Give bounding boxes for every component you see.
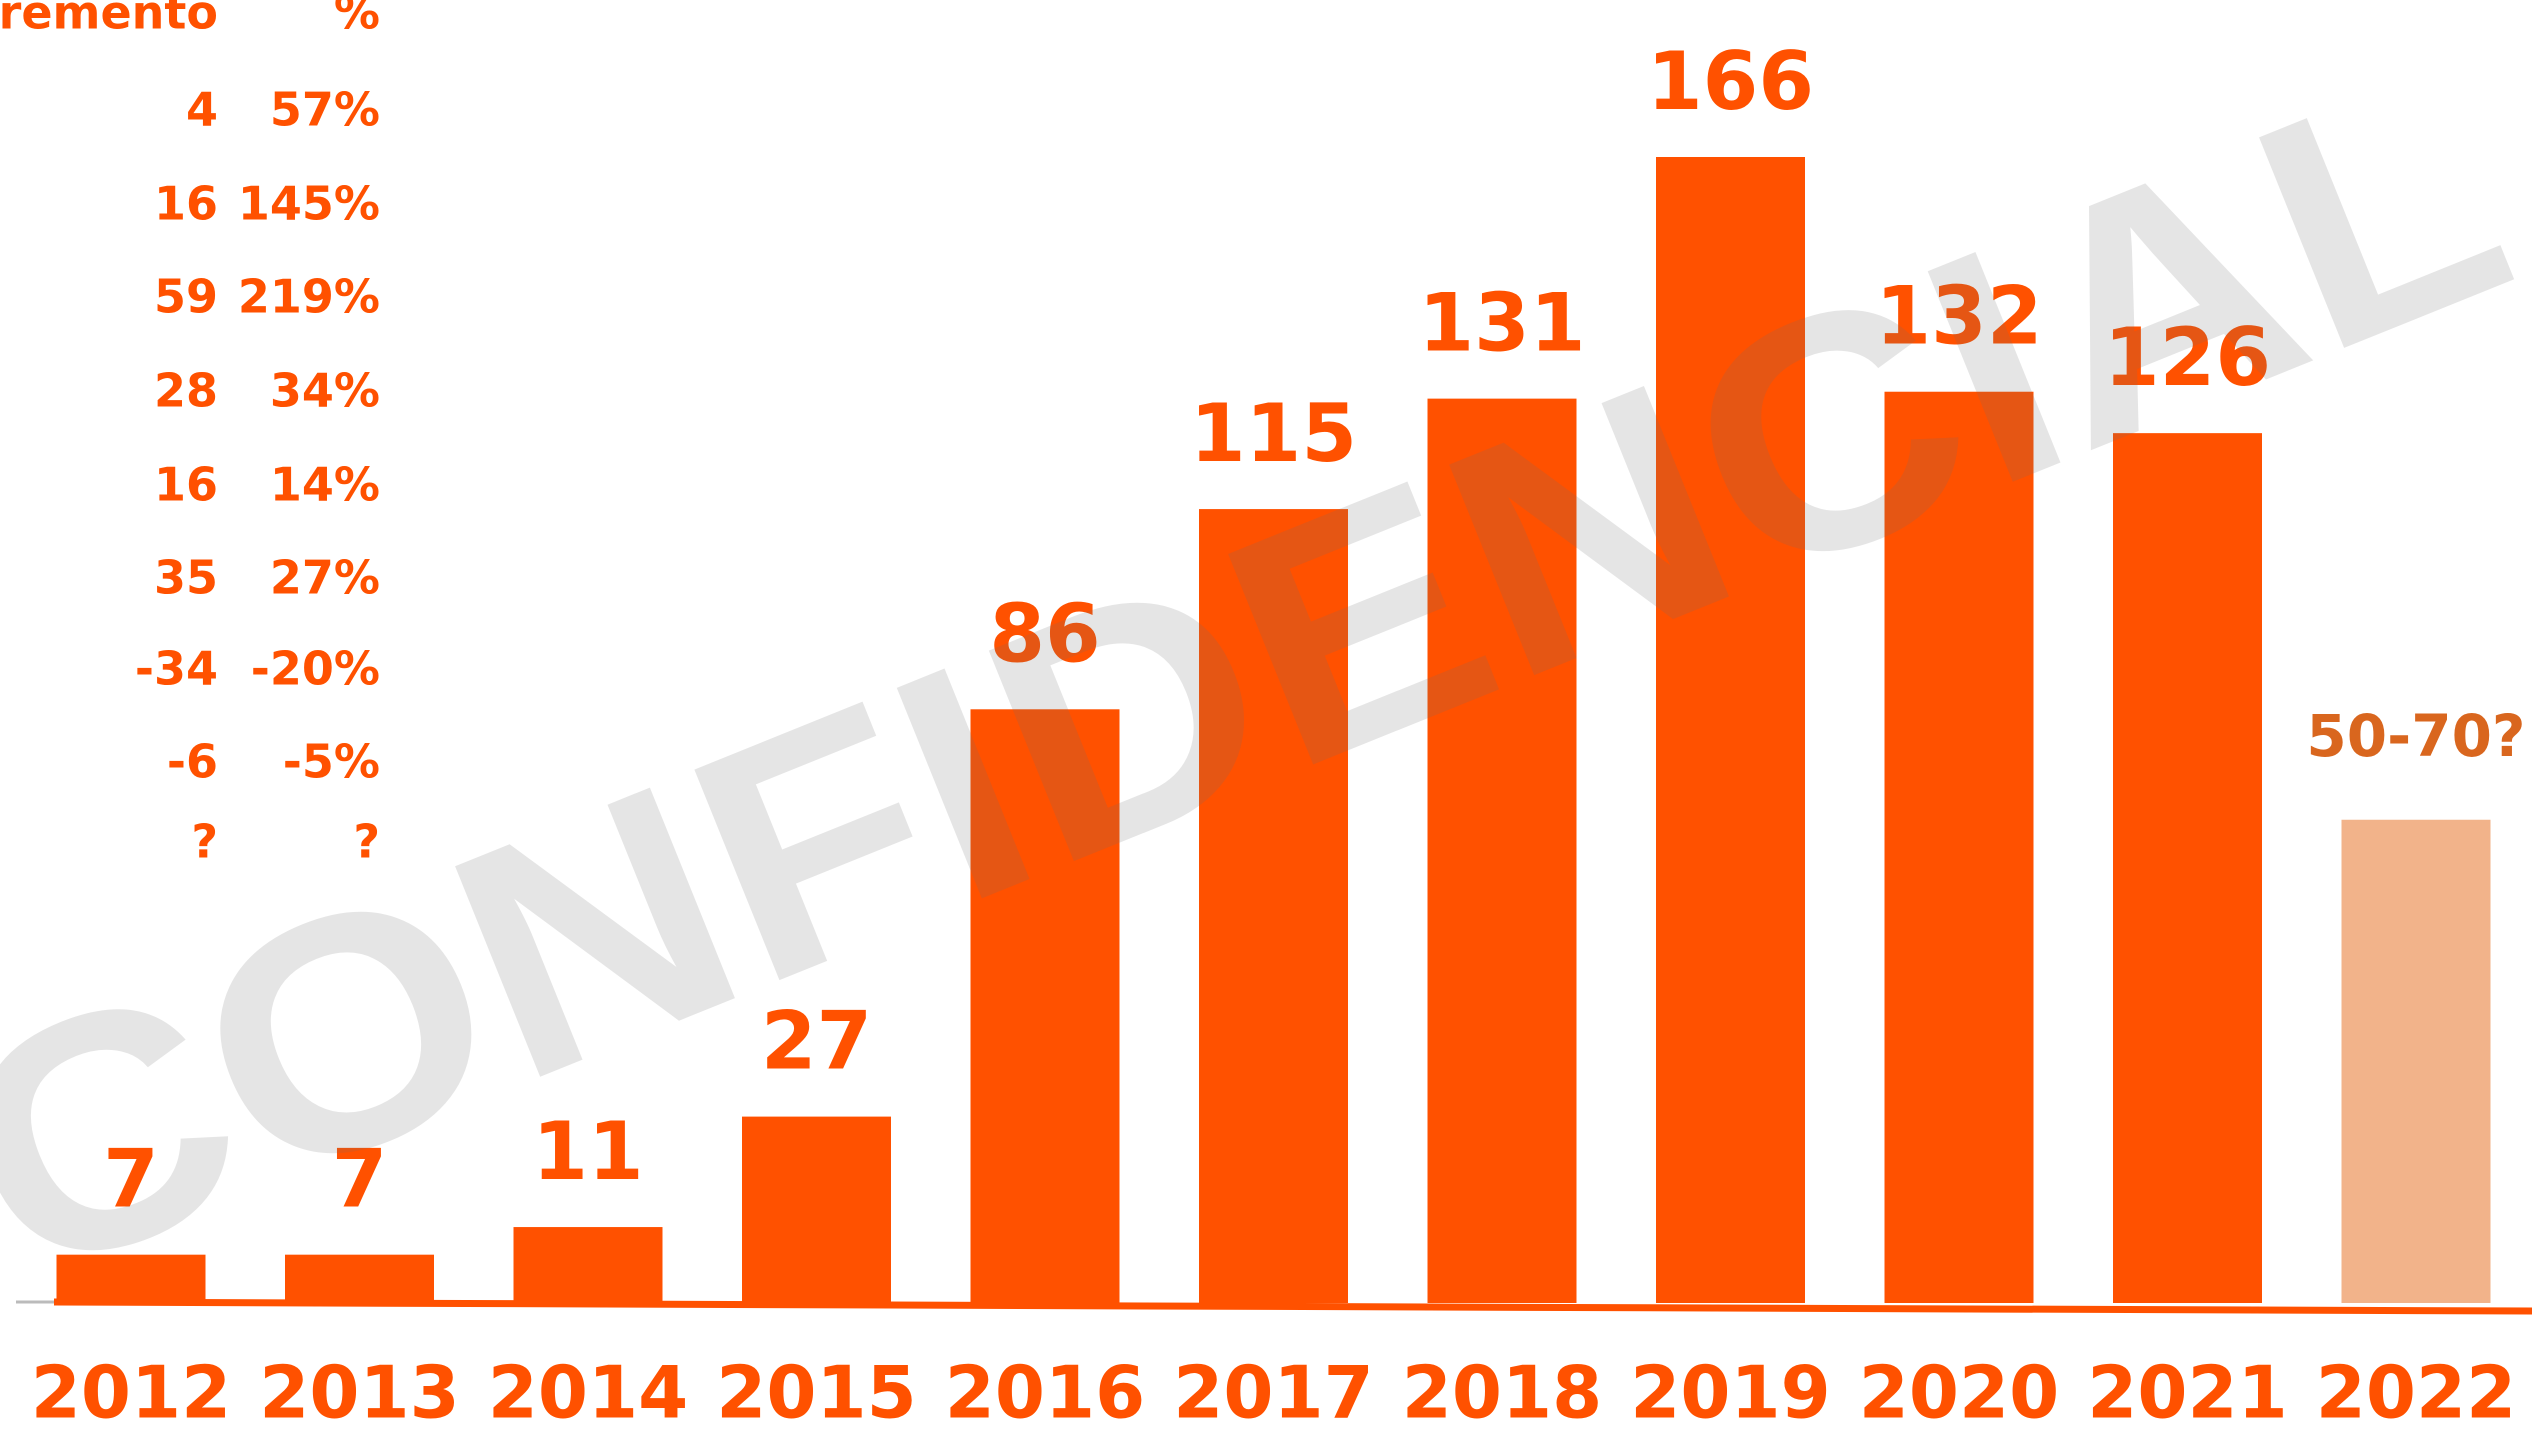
bar bbox=[56, 1254, 206, 1303]
x-tick-label: 2019 bbox=[1630, 1351, 1830, 1429]
value-label: 115 bbox=[1190, 387, 1357, 480]
table-cell: 16 bbox=[154, 177, 218, 231]
table-cell: 27% bbox=[270, 551, 380, 605]
x-tick-label: 2013 bbox=[259, 1351, 459, 1429]
table-cell: 14% bbox=[270, 458, 380, 512]
table-header: remento bbox=[0, 0, 218, 40]
table-cell: 4 bbox=[186, 83, 218, 137]
table-cell: 59 bbox=[154, 270, 218, 324]
bar bbox=[2113, 433, 2262, 1303]
bar bbox=[285, 1254, 434, 1303]
table-cell: ? bbox=[353, 815, 380, 869]
x-tick-label: 2022 bbox=[2316, 1351, 2516, 1429]
table-cell: 35 bbox=[154, 551, 218, 605]
value-label: 7 bbox=[103, 1133, 159, 1226]
value-label: 86 bbox=[989, 587, 1100, 680]
bar bbox=[2341, 819, 2491, 1303]
x-tick-label: 2012 bbox=[31, 1351, 231, 1429]
value-label: 132 bbox=[1876, 270, 2043, 363]
x-tick-label: 2016 bbox=[945, 1351, 1145, 1429]
table-cell: -20% bbox=[251, 642, 380, 696]
x-tick-label: 2017 bbox=[1173, 1351, 1373, 1429]
table-cell: -34 bbox=[135, 642, 218, 696]
bar bbox=[1884, 391, 2034, 1303]
table-cell: ? bbox=[191, 815, 218, 869]
value-label: 11 bbox=[532, 1105, 643, 1198]
x-tick-label: 2021 bbox=[2087, 1351, 2287, 1429]
table-cell: 34% bbox=[270, 364, 380, 418]
table-cell: 219% bbox=[238, 270, 380, 324]
table-cell: -5% bbox=[283, 735, 380, 789]
bar bbox=[1427, 398, 1577, 1304]
x-tick-label: 2020 bbox=[1859, 1351, 2059, 1429]
value-label: 166 bbox=[1647, 35, 1814, 128]
value-label: 27 bbox=[761, 995, 872, 1088]
table-cell: 16 bbox=[154, 458, 218, 512]
table-cell: 145% bbox=[238, 177, 380, 231]
value-label: 126 bbox=[2104, 311, 2271, 404]
value-label: 50-70? bbox=[2306, 702, 2525, 770]
table-header: % bbox=[334, 0, 380, 40]
bar bbox=[1199, 509, 1348, 1303]
bar bbox=[1656, 157, 1805, 1303]
bar bbox=[970, 709, 1120, 1303]
bar bbox=[742, 1116, 891, 1303]
table-cell: 28 bbox=[154, 364, 218, 418]
value-label: 7 bbox=[332, 1133, 388, 1226]
value-label: 131 bbox=[1419, 277, 1586, 370]
table-cell: 57% bbox=[270, 83, 380, 137]
x-tick-label: 2018 bbox=[1402, 1351, 1602, 1429]
bar bbox=[513, 1227, 663, 1303]
baseline bbox=[53, 1298, 2532, 1315]
x-tick-label: 2015 bbox=[716, 1351, 916, 1429]
x-tick-label: 2014 bbox=[488, 1351, 688, 1429]
table-cell: -6 bbox=[167, 735, 218, 789]
